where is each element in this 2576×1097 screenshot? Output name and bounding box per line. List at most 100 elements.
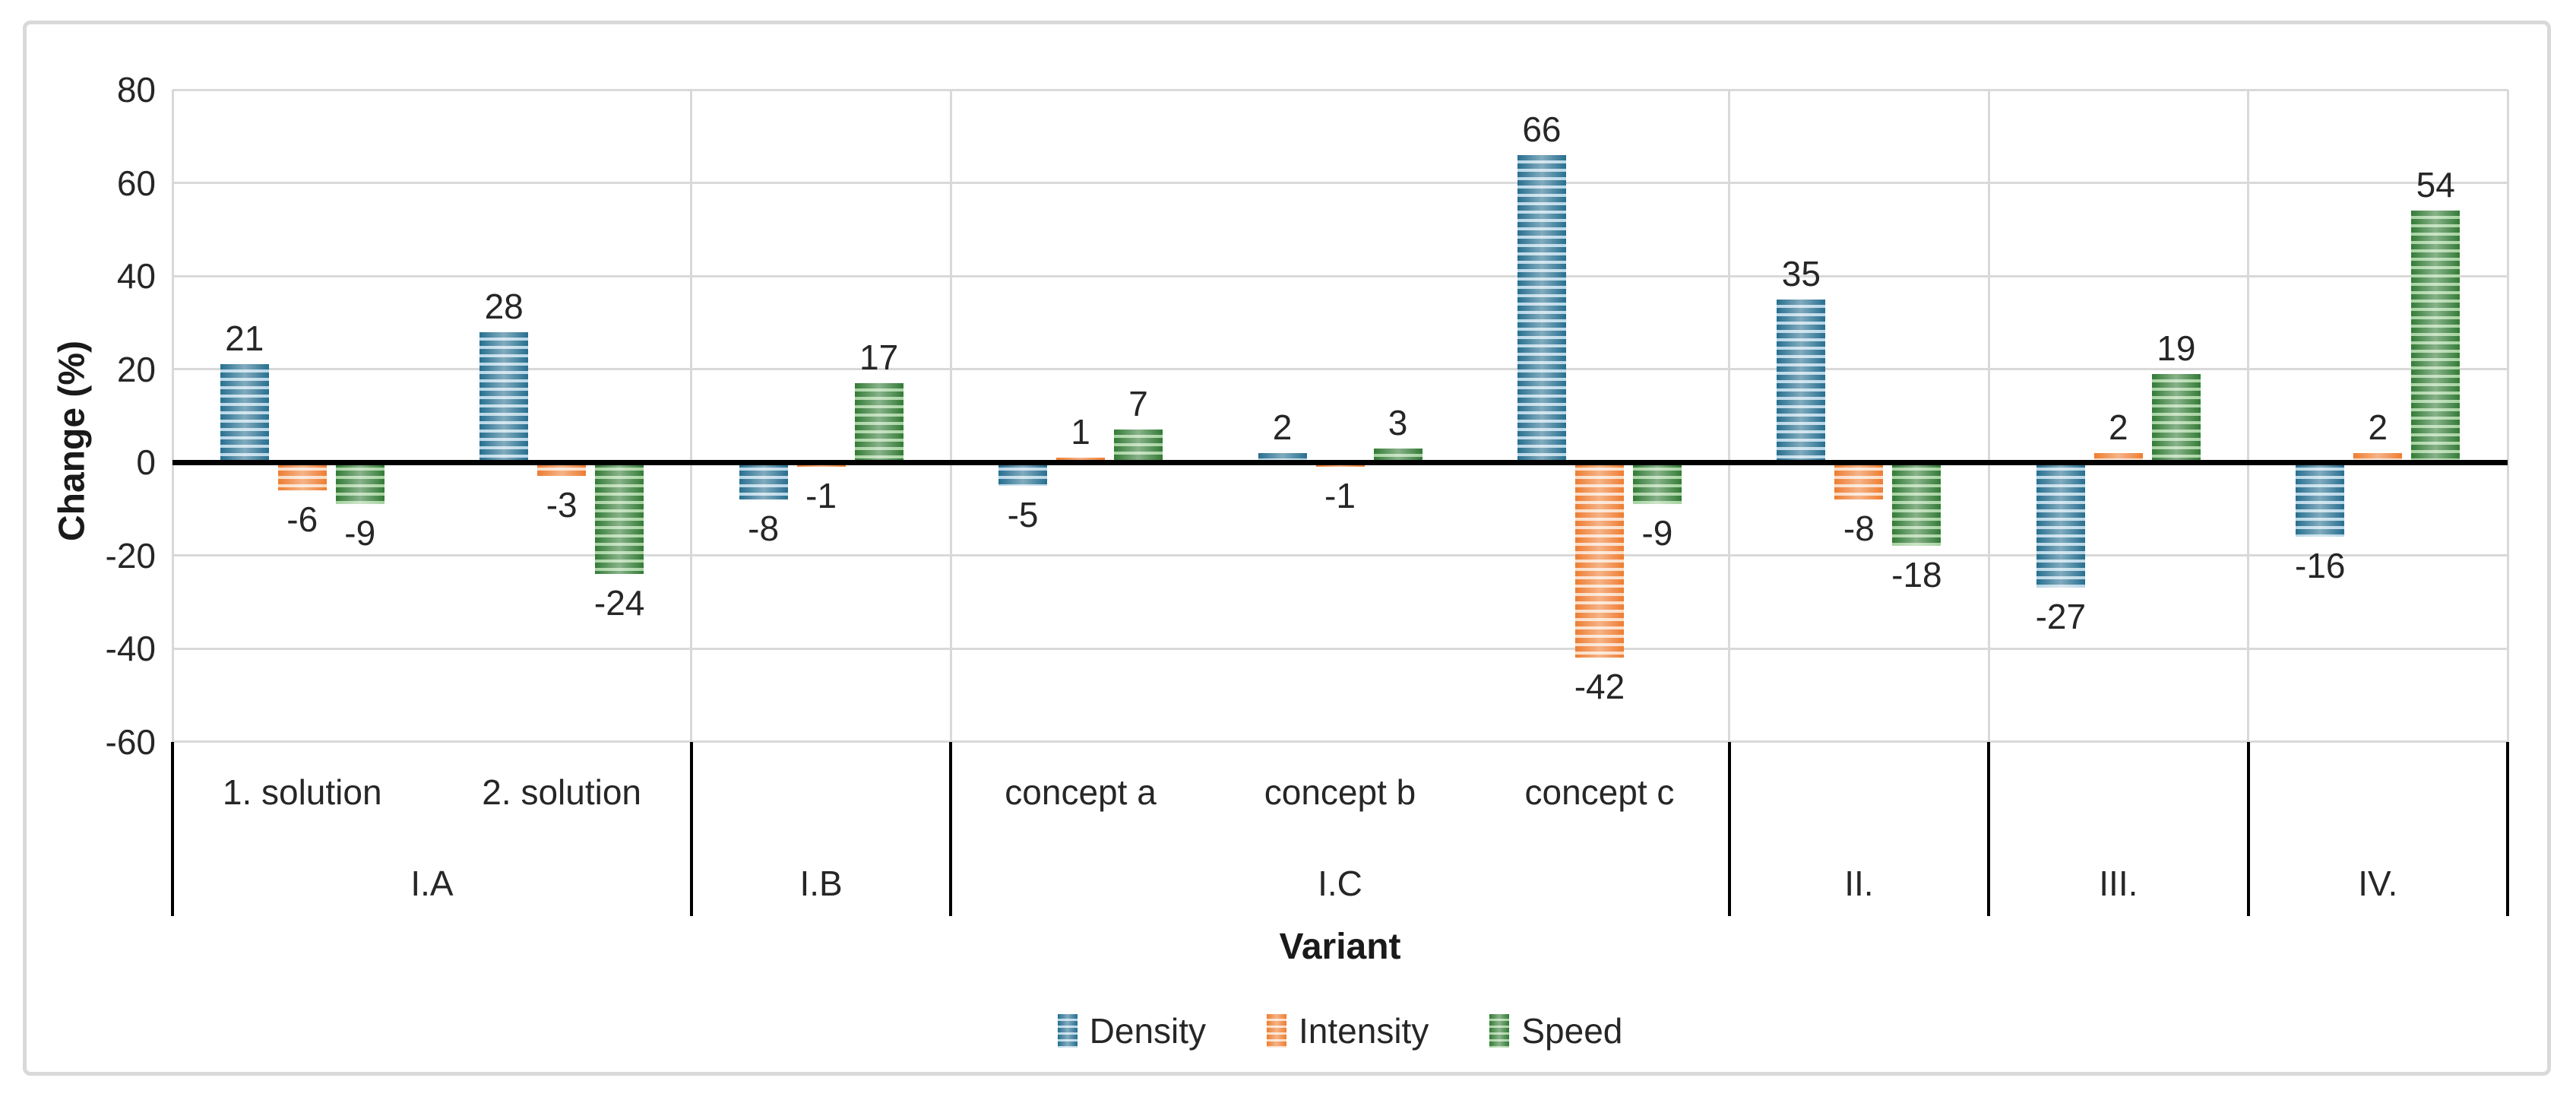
category-label-2-solution: 2. solution xyxy=(482,772,641,812)
y-tick-label: -60 xyxy=(105,721,156,762)
data-label-density-slot5: 2 xyxy=(1272,407,1293,447)
gridline-y--20 xyxy=(172,554,2508,556)
legend-item-speed: Speed xyxy=(1489,1010,1622,1051)
data-label-speed-slot4: 7 xyxy=(1128,384,1148,424)
group-label-ib: I.B xyxy=(799,864,843,903)
category-label-1-solution: 1. solution xyxy=(222,772,382,812)
category-boundary-gridline-2 xyxy=(949,90,952,742)
bar-speed-slot1 xyxy=(335,462,385,505)
data-label-intensity-slot4: 1 xyxy=(1071,411,1090,452)
data-label-speed-slot8: 19 xyxy=(2157,328,2196,368)
bar-intensity-slot2 xyxy=(537,462,587,477)
legend-swatch-density-icon xyxy=(1057,1014,1078,1048)
data-label-intensity-slot8: 2 xyxy=(2109,407,2128,447)
legend-label-speed: Speed xyxy=(1521,1011,1623,1051)
legend-label-density: Density xyxy=(1089,1011,1207,1051)
bar-speed-slot9 xyxy=(2411,211,2460,462)
bar-speed-slot6 xyxy=(1632,462,1682,505)
category-label-concept-a: concept a xyxy=(1005,772,1157,812)
category-separator-1 xyxy=(689,741,693,916)
bar-intensity-slot7 xyxy=(1834,462,1884,499)
y-tick-label: 0 xyxy=(136,442,156,482)
data-label-speed-slot7: -18 xyxy=(1891,555,1942,595)
data-label-density-slot7: 35 xyxy=(1781,253,1821,293)
data-label-intensity-slot1: -6 xyxy=(286,499,318,539)
group-label-iv: IV. xyxy=(2358,864,2398,903)
bar-density-slot8 xyxy=(2036,462,2085,588)
category-boundary-gridline-1 xyxy=(690,90,693,742)
y-tick-label: -20 xyxy=(105,535,156,575)
bar-speed-slot3 xyxy=(854,382,903,462)
data-label-density-slot8: -27 xyxy=(2035,597,2087,637)
gridline-y-60 xyxy=(172,182,2508,184)
data-label-speed-slot1: -9 xyxy=(344,513,376,553)
data-label-speed-slot9: 54 xyxy=(2416,165,2455,205)
bar-intensity-slot1 xyxy=(277,462,327,490)
gridline-y--60 xyxy=(172,740,2508,743)
legend: Density Intensity Speed xyxy=(172,1002,2508,1060)
figure-border xyxy=(23,21,2551,1076)
category-separator-4 xyxy=(1987,741,1991,916)
category-boundary-gridline-6 xyxy=(2506,90,2509,742)
category-boundary-gridline-0 xyxy=(171,90,174,742)
data-label-speed-slot3: 17 xyxy=(859,337,899,377)
data-label-speed-slot5: 3 xyxy=(1388,402,1408,442)
data-label-intensity-slot5: -1 xyxy=(1324,476,1356,516)
data-label-density-slot2: 28 xyxy=(484,286,524,326)
y-tick-label: 20 xyxy=(116,349,156,389)
bar-density-slot9 xyxy=(2296,462,2345,537)
category-boundary-gridline-4 xyxy=(1987,90,1990,742)
data-label-intensity-slot9: 2 xyxy=(2368,407,2388,447)
bar-density-slot4 xyxy=(998,462,1048,486)
zero-axis-line xyxy=(172,459,2508,465)
data-label-intensity-slot6: -42 xyxy=(1574,667,1625,707)
bar-density-slot7 xyxy=(1777,299,1826,462)
gridline-y-20 xyxy=(172,368,2508,370)
group-label-ic: I.C xyxy=(1318,864,1362,903)
gridline-y-80 xyxy=(172,88,2508,91)
category-boundary-gridline-5 xyxy=(2247,90,2250,742)
category-boundary-gridline-3 xyxy=(1728,90,1731,742)
data-label-density-slot1: 21 xyxy=(225,319,264,359)
bar-speed-slot2 xyxy=(595,462,644,574)
category-separator-3 xyxy=(1727,741,1731,916)
bar-speed-slot5 xyxy=(1373,448,1422,462)
category-separator-5 xyxy=(2246,741,2250,916)
bar-density-slot6 xyxy=(1517,154,1566,462)
bar-speed-slot4 xyxy=(1114,430,1163,462)
group-label-iii: III. xyxy=(2099,864,2138,903)
gridline-y--40 xyxy=(172,647,2508,650)
data-label-speed-slot2: -24 xyxy=(593,583,645,623)
data-label-density-slot9: -16 xyxy=(2295,546,2346,585)
y-tick-label: -40 xyxy=(105,629,156,668)
y-tick-label: 80 xyxy=(116,70,156,109)
category-separator-6 xyxy=(2506,741,2509,916)
bar-density-slot1 xyxy=(220,364,269,462)
data-label-intensity-slot7: -8 xyxy=(1843,509,1875,548)
category-separator-0 xyxy=(171,741,174,916)
gridline-y-40 xyxy=(172,274,2508,277)
data-label-speed-slot6: -9 xyxy=(1641,513,1673,553)
legend-item-intensity: Intensity xyxy=(1267,1010,1429,1051)
group-label-ii: II. xyxy=(1844,864,1874,903)
legend-label-intensity: Intensity xyxy=(1299,1011,1429,1051)
y-tick-label: 60 xyxy=(116,163,156,203)
bar-intensity-slot6 xyxy=(1574,462,1624,658)
legend-swatch-speed-icon xyxy=(1489,1014,1510,1048)
legend-item-density: Density xyxy=(1057,1010,1207,1051)
data-label-intensity-slot3: -1 xyxy=(805,476,837,516)
data-label-density-slot4: -5 xyxy=(1007,494,1039,534)
bar-density-slot3 xyxy=(739,462,788,499)
data-label-intensity-slot2: -3 xyxy=(546,485,578,525)
bar-speed-slot7 xyxy=(1892,462,1941,547)
category-separator-2 xyxy=(949,741,953,916)
data-label-density-slot6: 66 xyxy=(1522,109,1562,149)
group-label-ia: I.A xyxy=(410,864,454,903)
category-label-concept-c: concept c xyxy=(1524,772,1675,812)
category-label-concept-b: concept b xyxy=(1264,772,1416,812)
y-tick-label: 40 xyxy=(116,256,156,296)
bar-density-slot2 xyxy=(479,331,529,462)
data-label-density-slot3: -8 xyxy=(748,509,780,548)
x-axis-title: Variant xyxy=(1279,927,1401,967)
